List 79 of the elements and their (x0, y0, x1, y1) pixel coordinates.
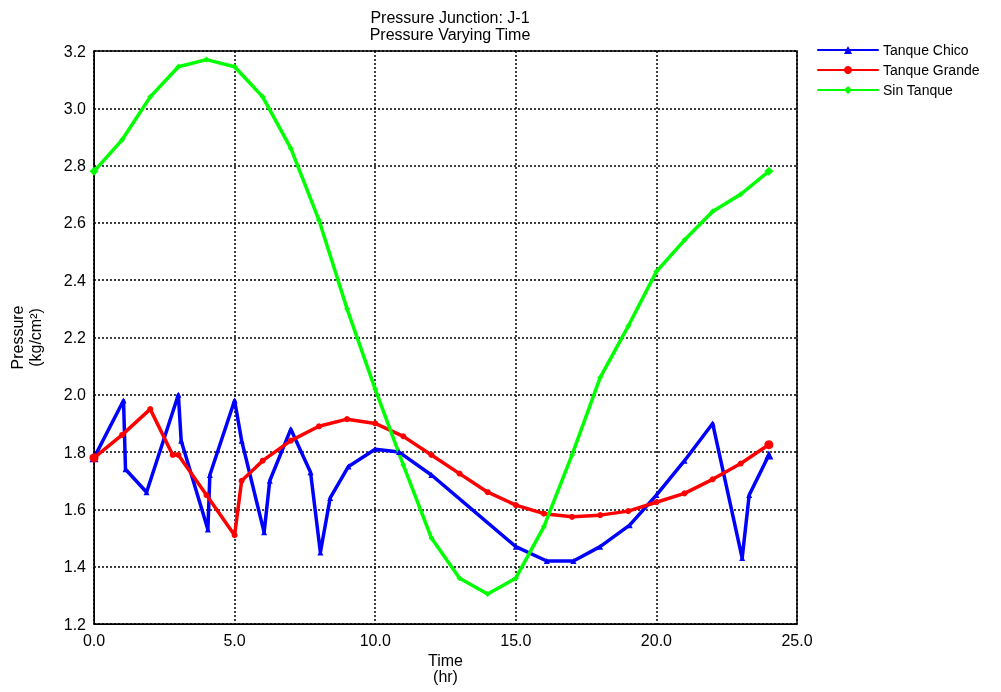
point (400, 461, 407, 468)
legend-label: Tanque Chico (883, 42, 969, 58)
x-tick-label: 5.0 (223, 631, 246, 649)
x-axis-title: Time (hr) (428, 652, 464, 686)
point (396, 449, 403, 456)
point (625, 323, 632, 330)
x-tick-label: 20.0 (640, 631, 673, 649)
point (147, 93, 154, 100)
y-tick-label: 3.0 (63, 99, 87, 117)
point (737, 191, 744, 198)
point (597, 543, 604, 550)
point (681, 237, 688, 244)
y-tick-label: 2.0 (63, 386, 87, 404)
point (315, 423, 322, 430)
x-tick-label: 10.0 (359, 631, 391, 649)
point (597, 374, 604, 381)
point (543, 557, 550, 564)
y-tick-label: 2.4 (63, 271, 87, 289)
point (484, 590, 491, 597)
point (400, 433, 407, 440)
y-tick-label: 1.8 (63, 443, 87, 461)
point (307, 469, 314, 476)
x-tick-label: 15.0 (500, 631, 532, 649)
point (570, 557, 577, 564)
point (287, 437, 294, 444)
point (231, 397, 238, 404)
legend-label: Tanque Grande (883, 62, 980, 78)
point (540, 510, 547, 517)
point (737, 460, 744, 467)
y-axis-title: Pressure (kg/cm²) (8, 305, 44, 370)
point (569, 513, 576, 520)
point (625, 508, 632, 515)
x-tick-label: 25.0 (781, 631, 813, 649)
y-tick-label: 1.2 (63, 615, 87, 633)
point (147, 406, 154, 413)
point (203, 56, 210, 63)
point (512, 543, 519, 550)
point (709, 208, 716, 215)
point (709, 476, 716, 483)
y-tick-label: 2.2 (63, 329, 87, 346)
point (428, 535, 435, 542)
point (344, 305, 351, 312)
point (203, 492, 210, 499)
point (287, 145, 294, 152)
point (512, 502, 519, 509)
point (512, 575, 519, 582)
point (597, 512, 604, 519)
point (456, 575, 463, 582)
point (169, 451, 176, 458)
point (345, 463, 352, 470)
point (120, 397, 127, 404)
point (540, 523, 547, 530)
point (746, 492, 753, 499)
y-tick-label: 1.6 (63, 500, 87, 518)
point (259, 93, 266, 100)
y-tick-label: 2.6 (63, 214, 87, 232)
point (344, 416, 351, 423)
y-tick-label: 2.8 (63, 157, 87, 175)
point (231, 532, 238, 539)
point (327, 494, 334, 501)
point (653, 268, 660, 275)
x-tick-label: 0.0 (82, 631, 106, 649)
legend-label: Sin Tanque (883, 82, 954, 98)
point (259, 457, 266, 464)
point (372, 386, 379, 393)
chart-title: Pressure Junction: J-1 (370, 8, 530, 26)
y-tick-label: 3.2 (63, 42, 87, 60)
point (428, 451, 435, 458)
point (372, 420, 379, 427)
point (484, 489, 491, 496)
point (456, 470, 463, 477)
point (175, 451, 182, 458)
y-tick-label: 1.4 (63, 558, 87, 576)
point (238, 477, 245, 484)
point (119, 431, 126, 438)
point (653, 499, 660, 506)
point (175, 391, 182, 398)
chart-subtitle: Pressure Varying Time (369, 25, 531, 43)
point (119, 136, 126, 143)
